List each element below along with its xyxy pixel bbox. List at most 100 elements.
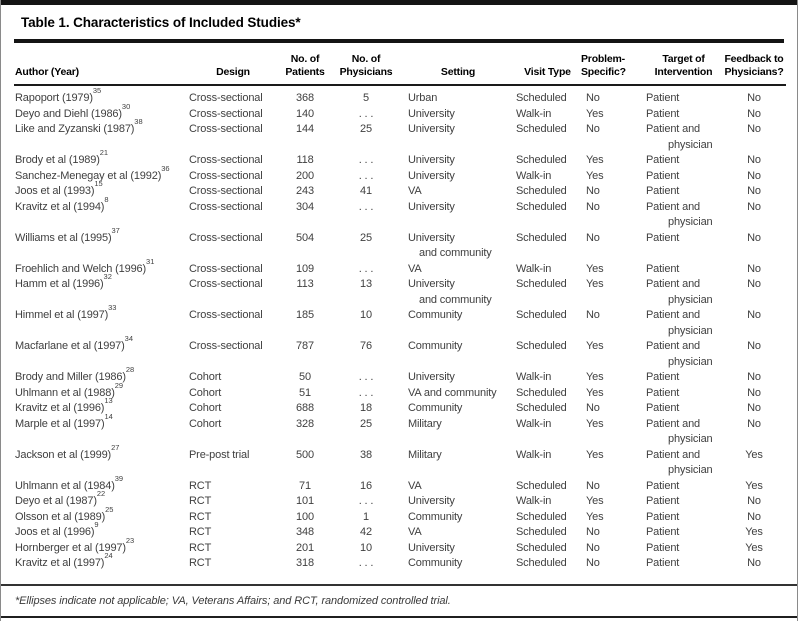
column-header-physicians: No. of Physicians	[331, 43, 401, 86]
cell-feedback: No	[747, 402, 761, 414]
cell-physicians: 25	[360, 417, 372, 430]
cell-patients: 140	[296, 107, 314, 120]
cell-setting: University	[408, 107, 455, 120]
cell-physicians: . . .	[358, 262, 374, 275]
cell-visit-type: Scheduled	[516, 402, 567, 414]
cell-target: Patient	[646, 371, 680, 383]
cell-setting: University	[408, 123, 455, 135]
author-text: Macfarlane et al (1997)	[15, 340, 125, 352]
studies-table: Author (Year) Design No. of Patients No.…	[14, 43, 786, 572]
table-row: Deyo and Diehl (1986)30 Cross-sectional …	[14, 103, 786, 123]
author-text: Joos et al (1993)	[15, 185, 95, 197]
cell-target: Patient	[646, 510, 680, 523]
cell-setting: VA	[408, 185, 422, 197]
cell-target: Patient and physician	[646, 448, 713, 477]
cell-setting: Community	[408, 557, 463, 569]
table-row: Joos et al (1993)15 Cross-sectional 243 …	[14, 180, 786, 200]
cell-design: Cohort	[189, 402, 222, 414]
cell-feedback: No	[747, 340, 761, 352]
cell-feedback: No	[747, 107, 761, 120]
cell-setting: University	[408, 200, 455, 213]
column-header-patients: No. of Patients	[279, 43, 331, 86]
footnote-rule	[1, 584, 797, 586]
cell-design: Cross-sectional	[189, 92, 263, 104]
table-row: Froehlich and Welch (1996)31 Cross-secti…	[14, 258, 786, 278]
cell-visit-type: Scheduled	[516, 200, 567, 213]
cell-physicians: 13	[360, 278, 372, 290]
cell-feedback: No	[747, 169, 761, 182]
cell-design: Cross-sectional	[189, 169, 263, 182]
cell-setting: Community	[408, 510, 463, 523]
cell-problem-specific: Yes	[586, 262, 604, 275]
cell-physicians: 18	[360, 402, 372, 414]
cell-physicians: . . .	[358, 386, 374, 399]
cell-author: Kravitz et al (1996)13	[14, 397, 187, 417]
cell-feedback: No	[747, 417, 761, 430]
cell-target: Patient	[646, 526, 680, 538]
cell-physicians: 38	[360, 448, 372, 461]
cell-problem-specific: Yes	[586, 107, 604, 120]
table-row: Kravitz et al (1996)13 Cohort 688 18 Com…	[14, 397, 786, 417]
cell-visit-type: Scheduled	[516, 479, 567, 492]
cell-feedback: No	[747, 557, 761, 569]
cell-design: Cross-sectional	[189, 262, 263, 275]
reference-superscript: 24	[104, 551, 113, 561]
cell-setting: University and community	[408, 231, 492, 260]
author-text: Williams et al (1995)	[15, 231, 112, 244]
cell-design: RCT	[189, 526, 212, 538]
column-header-target: Target of Intervention	[645, 43, 722, 86]
cell-feedback: Yes	[745, 479, 763, 492]
cell-visit-type: Scheduled	[516, 309, 567, 321]
column-header-setting: Setting	[401, 43, 515, 86]
table-row: Hamm et al (1996)32 Cross-sectional 113 …	[14, 273, 786, 308]
reference-superscript: 14	[104, 411, 113, 421]
cell-physicians: 25	[360, 123, 372, 135]
table-row: Joos et al (1996)9 RCT 348 42 VA Schedul…	[14, 521, 786, 541]
cell-patients: 304	[296, 200, 314, 213]
cell-author: Brody et al (1989)21	[14, 149, 187, 169]
cell-setting: VA	[408, 526, 422, 538]
cell-feedback: No	[747, 262, 761, 275]
cell-feedback: No	[747, 278, 761, 290]
table-row: Williams et al (1995)37 Cross-sectional …	[14, 227, 786, 262]
cell-feedback: No	[747, 185, 761, 197]
title-row: Table 1. Characteristics of Included Stu…	[1, 5, 797, 39]
reference-superscript: 29	[114, 380, 124, 390]
author-text: Sanchez-Menegay et al (1992)	[15, 169, 162, 182]
cell-problem-specific: Yes	[586, 386, 604, 399]
cell-problem-specific: Yes	[586, 340, 604, 352]
cell-physicians: 25	[360, 231, 372, 244]
author-text: Rapoport (1979)	[15, 92, 93, 104]
reference-superscript: 39	[114, 473, 124, 483]
cell-target: Patient	[646, 262, 680, 275]
author-text: Jackson et al (1999)	[15, 448, 112, 461]
cell-patients: 368	[296, 92, 314, 104]
author-text: Olsson et al (1989)	[15, 510, 106, 523]
cell-author: Uhlmann et al (1984)39	[14, 475, 187, 495]
table-row: Marple et al (1997)14 Cohort 328 25 Mili…	[14, 413, 786, 448]
cell-target: Patient	[646, 107, 680, 120]
cell-target: Patient	[646, 169, 680, 182]
cell-target: Patient	[646, 154, 680, 166]
reference-superscript: 9	[94, 520, 99, 530]
cell-visit-type: Scheduled	[516, 541, 567, 554]
cell-problem-specific: No	[586, 92, 600, 104]
cell-patients: 100	[296, 510, 314, 523]
cell-visit-type: Scheduled	[516, 278, 567, 290]
cell-setting: University	[408, 495, 455, 507]
cell-visit-type: Walk-in	[516, 417, 552, 430]
reference-superscript: 31	[146, 256, 155, 266]
cell-problem-specific: No	[586, 402, 600, 414]
table-row: Brody et al (1989)21 Cross-sectional 118…	[14, 149, 786, 169]
table-row: Olsson et al (1989)25 RCT 100 1 Communit…	[14, 506, 786, 526]
cell-patients: 109	[296, 262, 314, 275]
cell-problem-specific: No	[586, 185, 600, 197]
cell-target: Patient	[646, 495, 680, 507]
cell-author: Deyo et al (1987)22	[14, 490, 187, 510]
cell-feedback: No	[747, 371, 761, 383]
reference-superscript: 8	[104, 194, 109, 204]
cell-problem-specific: Yes	[586, 417, 604, 430]
cell-design: RCT	[189, 541, 212, 554]
reference-superscript: 25	[105, 504, 114, 514]
cell-target: Patient and physician	[646, 123, 713, 151]
